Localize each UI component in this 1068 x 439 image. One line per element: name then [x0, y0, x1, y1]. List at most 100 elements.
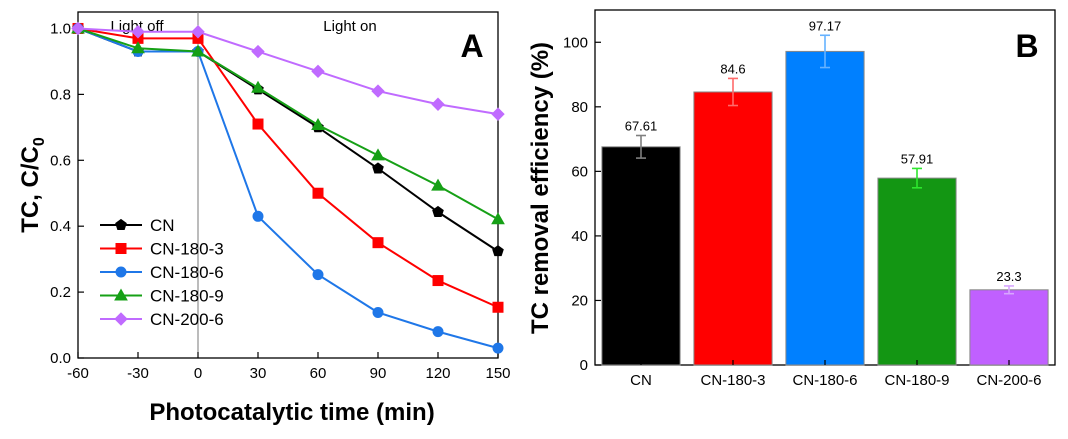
x-tick-label: 60 [310, 365, 327, 382]
bar [969, 289, 1049, 366]
y-tick-label: 0 [580, 357, 588, 374]
y-tick-label: 100 [563, 34, 588, 51]
panel-letter-a: A [460, 28, 483, 64]
legend-marker [114, 312, 128, 326]
bar-group-cn-180-3: 84.6 CN-180-3 [693, 61, 773, 389]
data-point [251, 44, 265, 59]
bar-group-cn-200-6: 23.3 CN-200-6 [969, 269, 1049, 389]
legend-entry-cn: CN [100, 216, 175, 235]
data-point [492, 245, 504, 257]
data-point [131, 41, 145, 54]
y-tick-label: 80 [571, 99, 588, 116]
bar-value-label: 23.3 [996, 269, 1021, 284]
x-tick-label: CN-180-9 [884, 372, 949, 389]
data-point [372, 162, 384, 174]
y-axis-title-a: TC, C/C0 [17, 137, 48, 233]
x-tick-label: -30 [127, 365, 149, 382]
y-tick-label: 20 [571, 292, 588, 309]
legend-entry-cn-180-3: CN-180-3 [100, 240, 224, 259]
legend-marker [115, 243, 127, 254]
x-tick-label: -60 [67, 365, 89, 382]
legend-entry-cn-200-6: CN-200-6 [100, 310, 224, 329]
data-point [252, 210, 264, 222]
data-point [372, 237, 384, 249]
series-line [77, 27, 499, 116]
legend-label: CN-180-3 [150, 240, 224, 259]
data-point [432, 275, 444, 287]
data-point [372, 307, 384, 319]
y-tick-label: 40 [571, 228, 588, 245]
data-point [131, 25, 145, 39]
y-tick-label: 60 [571, 163, 588, 180]
y-tick-label: 0.6 [50, 152, 71, 169]
y-axis-ticks-b: 0 20 40 60 80 100 [563, 34, 601, 374]
bar-value-label: 84.6 [720, 61, 745, 76]
bars: 67.61 CN 84.6 CN-180-3 97.17 CN-180-6 57.91 CN-… [601, 18, 1049, 389]
bar-value-label: 67.61 [625, 119, 658, 134]
x-tick-label: CN-180-3 [700, 372, 765, 389]
x-axis-ticks-a: -60 -30 0 30 60 90 120 150 [67, 352, 511, 382]
bar [877, 177, 957, 366]
data-point [491, 212, 505, 225]
data-point [311, 118, 325, 131]
x-tick-label: 120 [425, 365, 450, 382]
x-tick-label: 30 [250, 365, 267, 382]
series-line [77, 27, 499, 350]
data-point [71, 21, 85, 36]
legend-entry-cn-180-6: CN-180-6 [100, 263, 224, 282]
data-point [251, 80, 265, 93]
data-point [312, 269, 324, 281]
y-tick-label: 0.4 [50, 218, 71, 235]
data-point [431, 178, 445, 191]
data-point [431, 97, 445, 111]
data-point [432, 205, 444, 217]
line-chart-panel-a: Light off Light on A -60 -30 0 30 60 90 120 150… [17, 11, 511, 426]
data-point [492, 301, 504, 313]
data-point [312, 187, 324, 199]
legend-label: CN-180-9 [150, 287, 224, 306]
y-axis-title-b: TC removal efficiency (%) [527, 42, 554, 334]
bar-value-label: 57.91 [901, 151, 934, 166]
data-point [371, 148, 385, 161]
bar-chart-panel-b: B 0 20 40 60 80 100 67.61 CN 84.6 CN-180-3 97.17 C… [527, 9, 1056, 389]
bar [693, 91, 773, 366]
bar-value-label: 97.17 [809, 18, 842, 33]
legend-label: CN-180-6 [150, 263, 224, 282]
plot-frame-a [77, 11, 499, 359]
bar-group-cn-180-9: 57.91 CN-180-9 [877, 151, 957, 389]
legend-marker [115, 218, 127, 230]
legend-label: CN [150, 216, 175, 235]
data-point [432, 326, 444, 338]
y-axis-ticks-a: 0.0 0.2 0.4 0.6 0.8 1.0 [50, 20, 84, 367]
y-axis-title-subscript: 0 [31, 137, 48, 146]
x-tick-label: CN-180-6 [792, 372, 857, 389]
bar-group-cn: 67.61 CN [601, 119, 681, 389]
bar [785, 50, 865, 366]
legend-entry-cn-180-9: CN-180-9 [100, 287, 224, 306]
x-axis-title-a: Photocatalytic time (min) [149, 399, 434, 426]
y-tick-label: 0.8 [50, 86, 71, 103]
bar [601, 146, 681, 366]
series-cn-180-9 [71, 21, 505, 225]
data-point [491, 107, 505, 121]
data-point [371, 84, 385, 98]
series-lines [71, 21, 505, 354]
legend-label: CN-200-6 [150, 310, 224, 329]
y-tick-label: 1.0 [50, 20, 71, 37]
x-tick-label: CN [630, 372, 652, 389]
x-tick-label: CN-200-6 [976, 372, 1041, 389]
bar-group-cn-180-6: 97.17 CN-180-6 [785, 18, 865, 389]
legend-marker [115, 266, 127, 278]
x-tick-label: 90 [370, 365, 387, 382]
x-tick-label: 150 [485, 365, 510, 382]
series-cn-180-3 [72, 22, 504, 313]
y-tick-label: 0.2 [50, 284, 71, 301]
data-point [492, 342, 504, 354]
series-line [77, 27, 499, 309]
series-line [77, 27, 499, 221]
data-point [191, 44, 205, 57]
legend: CN CN-180-3 CN-180-6 CN-180-9 CN-200-6 [100, 216, 224, 329]
y-tick-label: 0.0 [50, 350, 71, 367]
series-cn [72, 22, 504, 257]
